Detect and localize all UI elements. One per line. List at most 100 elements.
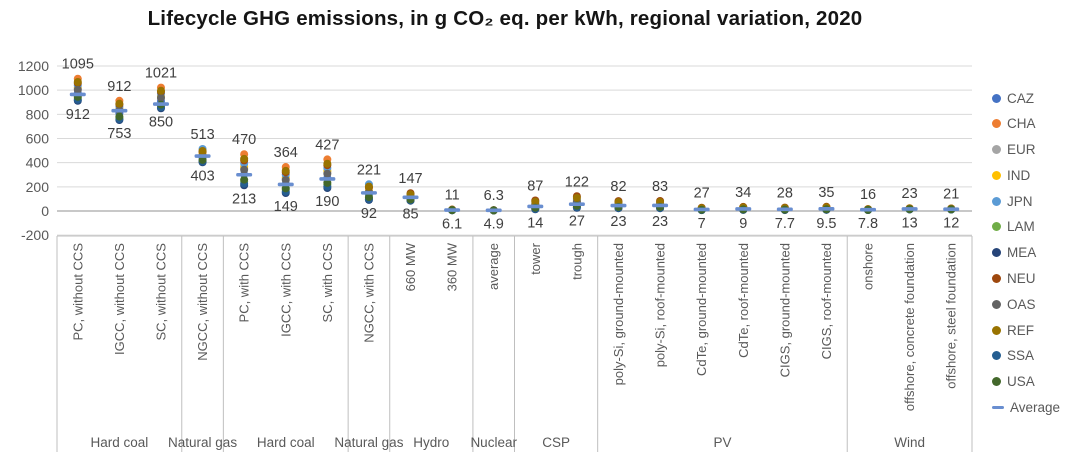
y-tick-label: 600 <box>26 131 50 147</box>
average-dash <box>111 108 128 113</box>
category-cluster-6: 427 190 SC, with CCS <box>315 137 339 322</box>
max-label: 35 <box>818 185 834 201</box>
min-label: 6.1 <box>442 216 462 232</box>
min-label: 850 <box>149 114 173 130</box>
min-label: 7.7 <box>775 216 795 232</box>
legend-item-eur: EUR <box>992 141 1060 159</box>
group-label: Natural gas <box>334 435 403 450</box>
category-cluster-16: 34 9 CdTe, roof-mounted <box>735 185 751 358</box>
series-dot-icon <box>992 325 1001 335</box>
min-label: 92 <box>361 206 377 222</box>
average-dash-icon <box>992 406 1004 410</box>
dot-REF <box>156 86 165 95</box>
average-dash <box>943 207 960 211</box>
min-label: 13 <box>902 215 918 231</box>
average-dash <box>360 191 377 195</box>
series-dot-icon <box>992 377 1001 387</box>
category-cluster-1: 912 753 IGCC, without CCS <box>107 79 131 355</box>
legend-item-oas: OAS <box>992 295 1060 313</box>
category-cluster-11: 87 14 tower <box>527 178 543 274</box>
series-dot-icon <box>992 248 1001 258</box>
max-label: 470 <box>232 132 256 148</box>
min-label: 27 <box>569 214 585 230</box>
x-category-label: CIGS, ground-mounted <box>777 243 792 377</box>
legend-label: MEA <box>1007 245 1037 261</box>
x-category-label: SC, without CCS <box>153 243 168 341</box>
x-category-label: poly-Si, roof-mounted <box>653 243 668 367</box>
average-dash <box>402 195 419 200</box>
legend-label: OAS <box>1007 296 1036 312</box>
dot-REF <box>73 78 82 87</box>
min-label: 9.5 <box>816 216 836 232</box>
dot-REF <box>115 99 124 108</box>
category-cluster-15: 27 7 CdTe, ground-mounted <box>694 186 710 376</box>
dot-USA <box>364 193 373 202</box>
dot-OAS <box>323 169 332 178</box>
average-dash <box>69 92 86 97</box>
min-label: 7 <box>698 216 706 232</box>
category-cluster-5: 364 149 IGCC, with CCS <box>274 145 298 337</box>
average-dash <box>818 207 835 211</box>
min-label: 190 <box>315 194 339 210</box>
x-category-label: trough <box>569 243 584 280</box>
dot-REF <box>281 166 290 175</box>
legend-label: Average <box>1010 400 1061 416</box>
min-label: 912 <box>66 107 90 123</box>
group-label: Hard coal <box>90 435 148 450</box>
average-dash <box>693 207 710 212</box>
series-dot-icon <box>992 145 1001 155</box>
x-category-label: PC, with CCS <box>237 243 252 323</box>
y-tick-label: -200 <box>21 227 49 243</box>
average-dash <box>568 202 585 207</box>
min-label: 85 <box>402 207 418 223</box>
legend-item-average: Average <box>992 399 1060 417</box>
group-label: Wind <box>894 435 925 450</box>
category-cluster-12: 122 27 trough <box>565 174 589 280</box>
average-dash <box>236 172 253 177</box>
dot-OAS <box>240 165 249 174</box>
max-label: 147 <box>398 171 422 187</box>
average-dash <box>652 203 669 208</box>
y-tick-label: 800 <box>26 106 50 122</box>
group-label: CSP <box>542 435 570 450</box>
category-cluster-19: 16 7.8 onshore <box>858 187 878 290</box>
x-category-label: 360 MW <box>445 242 460 291</box>
min-label: 213 <box>232 191 256 207</box>
legend-label: LAM <box>1007 219 1035 235</box>
gridlines <box>57 65 972 236</box>
average-dash <box>485 208 502 213</box>
dot-OAS <box>156 93 165 102</box>
y-tick-label: 1000 <box>18 82 49 98</box>
group-label: Nuclear <box>470 435 517 450</box>
min-label: 9 <box>739 216 747 232</box>
max-label: 16 <box>860 187 876 203</box>
category-cluster-9: 11 6.1 360 MW <box>442 188 462 292</box>
category-cluster-0: 1095 912 PC, without CCS <box>62 57 94 341</box>
group-label: Hydro <box>413 435 449 450</box>
chart-title: Lifecycle GHG emissions, in g CO₂ eq. pe… <box>147 7 863 30</box>
x-category-label: offshore, concrete foundation <box>902 243 917 411</box>
series-dot-icon <box>992 196 1001 206</box>
legend-item-usa: USA <box>992 373 1060 391</box>
category-cluster-13: 82 23 poly-Si, ground-mounted <box>610 179 626 385</box>
dot-USA <box>240 175 249 184</box>
average-dash <box>194 154 211 158</box>
category-cluster-8: 147 85 660 MW <box>398 171 422 291</box>
min-label: 753 <box>107 126 131 142</box>
series-dot-icon <box>992 119 1001 129</box>
category-cluster-7: 221 92 NGCC, with CCS <box>357 162 381 342</box>
min-label: 149 <box>274 199 298 215</box>
x-category-label: onshore <box>861 243 876 290</box>
legend-label: USA <box>1007 374 1035 390</box>
legend-item-ssa: SSA <box>992 347 1060 365</box>
legend: CAZ CHA EUR IND JPN LAM MEA NEU OAS REF SSA USA Aver… <box>992 89 1060 424</box>
average-dash <box>444 208 461 212</box>
min-label: 12 <box>943 216 959 232</box>
series-dot-icon <box>992 93 1001 103</box>
x-category-label: tower <box>528 242 543 274</box>
x-category-label: 660 MW <box>403 242 418 291</box>
average-dash <box>776 207 793 212</box>
max-label: 1095 <box>62 57 94 73</box>
max-label: 82 <box>610 179 626 195</box>
max-label: 221 <box>357 162 381 178</box>
